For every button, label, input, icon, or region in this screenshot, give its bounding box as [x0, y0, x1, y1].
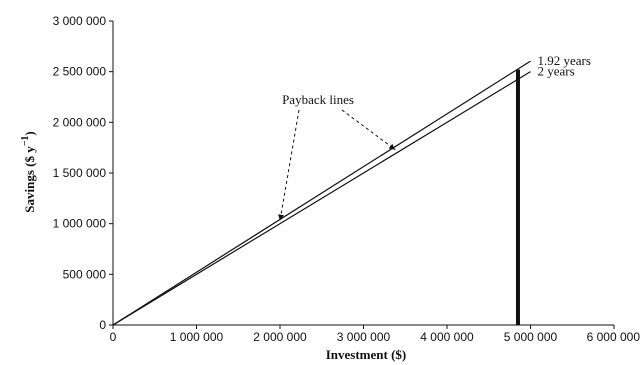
x-tick-label: 6 000 000 — [587, 330, 641, 344]
annotation-arrow-2 — [341, 109, 396, 151]
y-tick-label: 0 — [99, 318, 106, 332]
annotation-arrow-1 — [278, 109, 300, 221]
y-axis-label-sup: −1 — [20, 136, 31, 147]
series-label-2: 2 years — [538, 64, 575, 79]
x-tick-label: 1 000 000 — [170, 330, 224, 344]
x-tick-label: 2 000 000 — [253, 330, 307, 344]
annotation-label: Payback lines — [282, 92, 354, 107]
y-axis-label-close: ) — [22, 131, 37, 135]
series-line-1 — [112, 60, 531, 326]
x-tick-label: 3 000 000 — [337, 330, 391, 344]
x-tick-label: 4 000 000 — [420, 330, 474, 344]
x-tick-label: 0 — [110, 330, 117, 344]
y-tick-label: 500 000 — [63, 267, 107, 281]
y-tick-label: 2 000 000 — [53, 115, 107, 129]
y-axis-label-main: Savings ($ y — [22, 146, 37, 213]
ticks: 0 500 000 1 000 000 1 500 000 2 000 000 2 500… — [53, 14, 641, 344]
x-axis-label: Investment ($) — [326, 347, 407, 362]
x-tick-label: 5 000 000 — [504, 330, 558, 344]
annotations: Payback lines — [278, 92, 396, 221]
y-tick-label: 2 500 000 — [53, 65, 107, 79]
series-label-1: 1.92 years — [538, 53, 591, 68]
series-line-2 — [112, 71, 531, 326]
y-tick-label: 3 000 000 — [53, 14, 107, 28]
y-tick-label: 1 000 000 — [53, 217, 107, 231]
y-axis-label: Savings ($ y−1) — [20, 131, 37, 213]
y-tick-label: 1 500 000 — [53, 166, 107, 180]
